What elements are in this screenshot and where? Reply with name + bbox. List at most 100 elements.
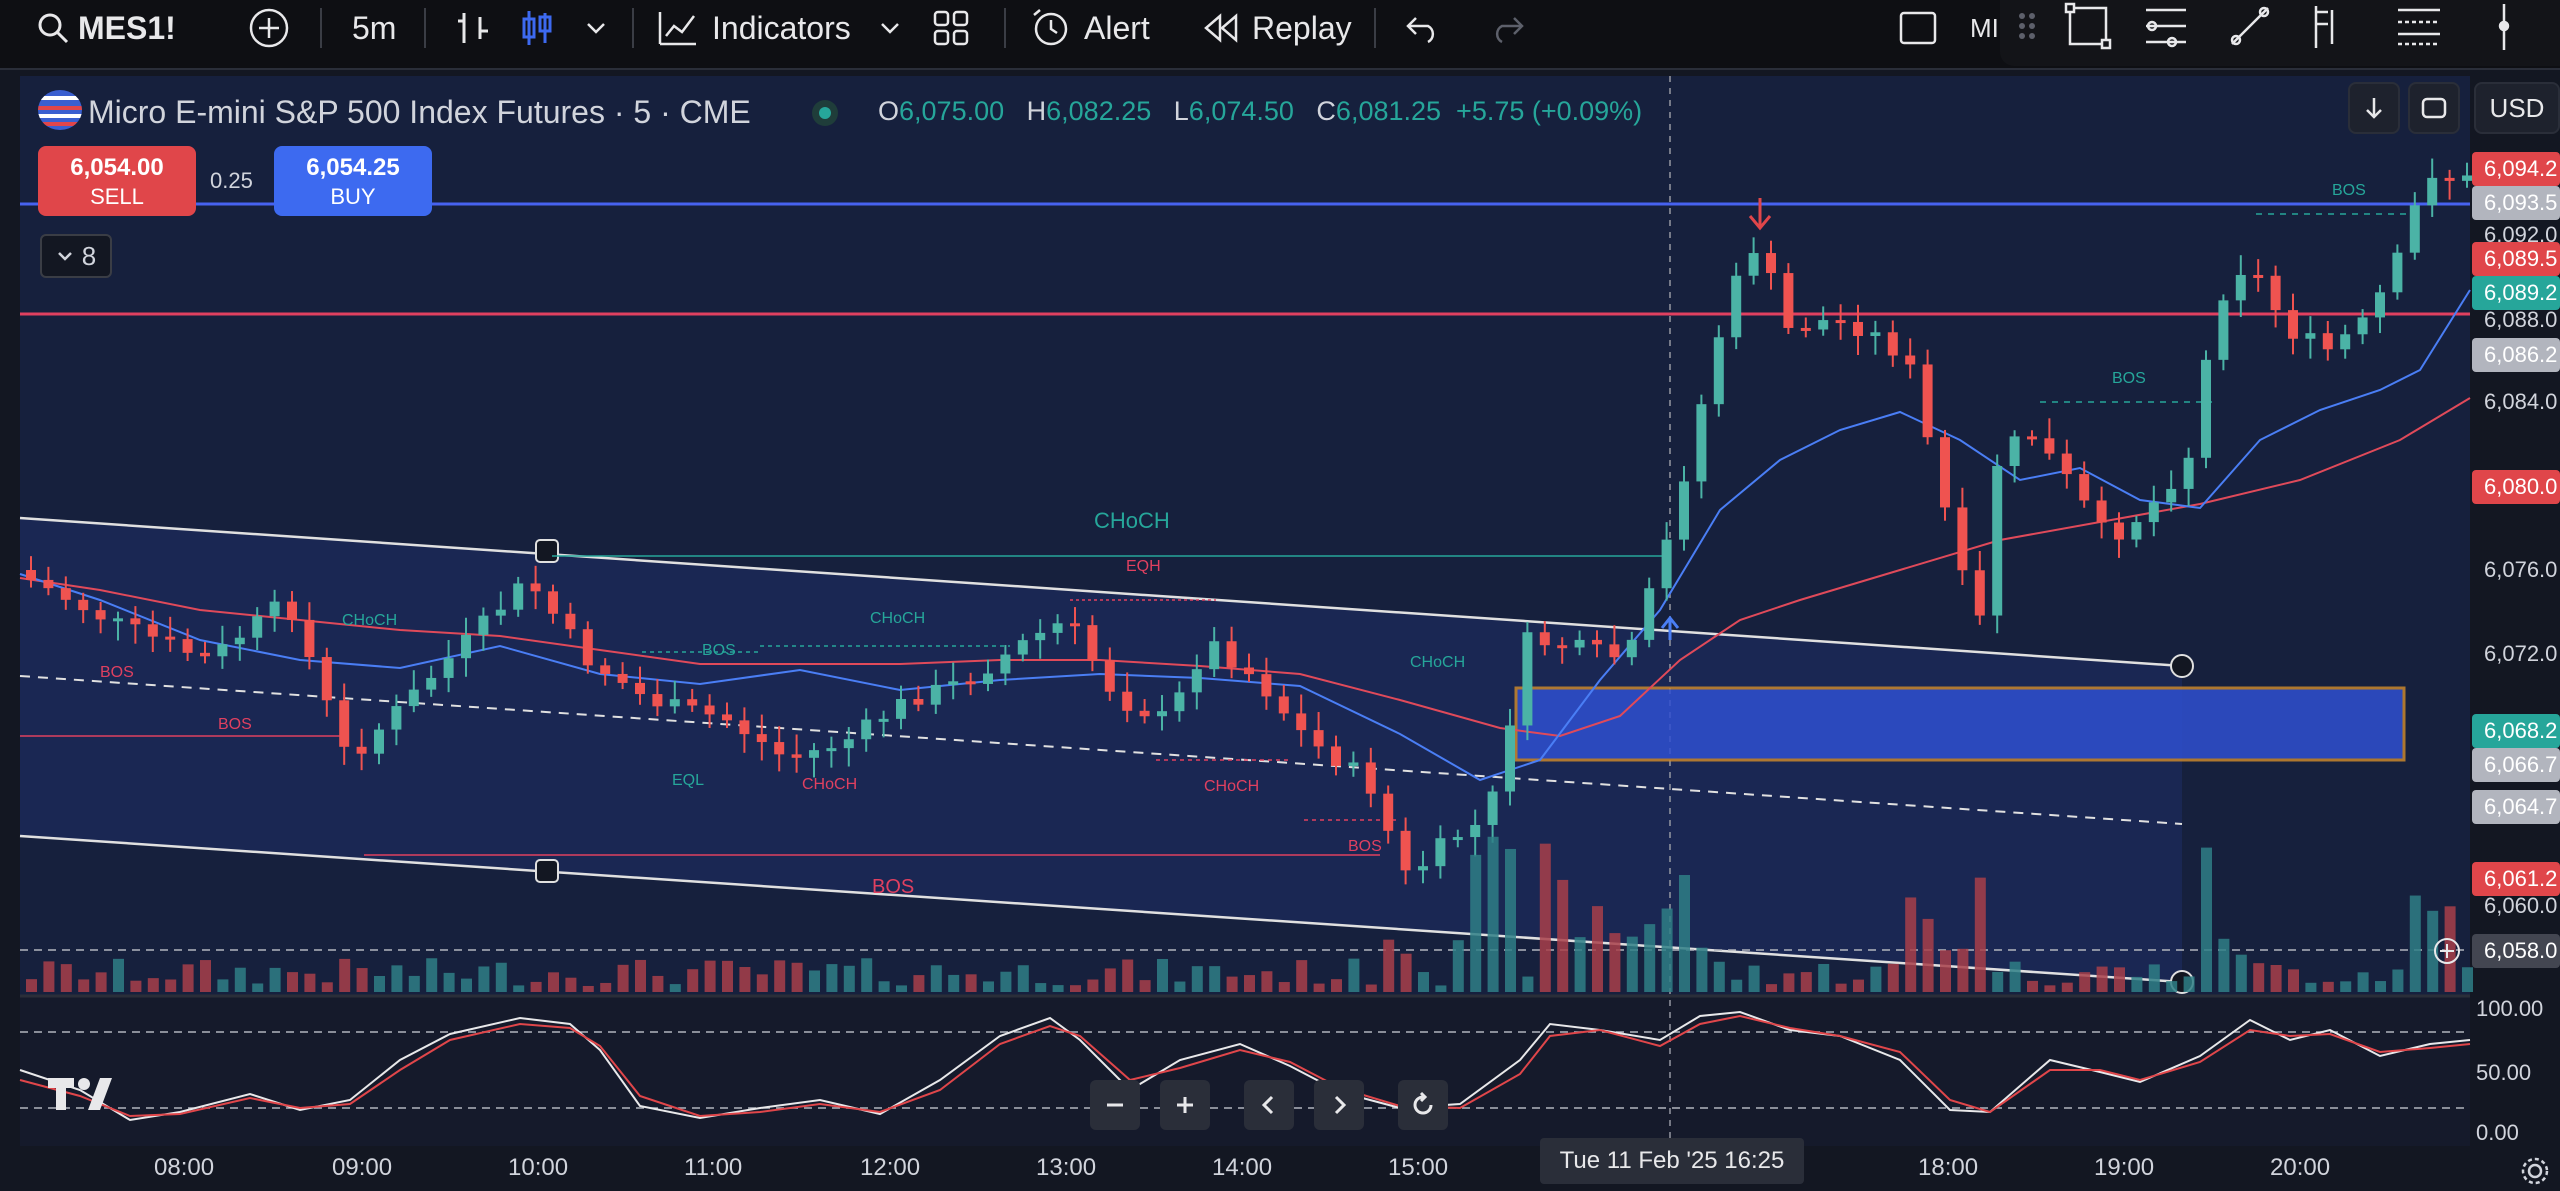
candle-body — [1992, 466, 2003, 616]
volume-bar — [565, 977, 577, 992]
reset-chart-button[interactable] — [1398, 1080, 1448, 1130]
buy-button[interactable]: 6,054.25 BUY — [274, 146, 432, 216]
layout-grid-icon — [933, 10, 969, 46]
market-status-icon[interactable] — [812, 100, 838, 126]
price-tag: 6,058.0 — [2472, 934, 2560, 968]
currency-button[interactable]: USD — [2474, 82, 2560, 134]
candle-body — [2427, 177, 2438, 206]
volume-bar — [1104, 968, 1116, 992]
low-value: 6,074.50 — [1188, 96, 1294, 126]
scroll-to-latest-button[interactable] — [2348, 82, 2400, 134]
replay-button[interactable]: Replay — [1202, 0, 1352, 56]
candle-body — [2183, 457, 2194, 489]
rectangle-tool-icon[interactable] — [2064, 2, 2112, 50]
volume-bar — [1644, 924, 1656, 992]
layout-button[interactable] — [932, 0, 970, 56]
sell-button[interactable]: 6,054.00 SELL — [38, 146, 196, 216]
undo-button[interactable] — [1404, 0, 1442, 56]
candle-body — [1052, 623, 1063, 633]
minus-icon — [1107, 1103, 1123, 1107]
candle-body — [2061, 453, 2072, 475]
collapse-indicators-button[interactable]: 8 — [40, 234, 112, 278]
compare-button[interactable] — [248, 0, 290, 56]
divider — [320, 8, 322, 48]
volume-bar — [287, 972, 298, 992]
candle-body — [2027, 436, 2037, 440]
candle-body — [78, 599, 89, 611]
candle-body — [2253, 274, 2264, 278]
scroll-left-button[interactable] — [1244, 1080, 1294, 1130]
candle-body — [2444, 177, 2455, 181]
candle-body — [2079, 474, 2090, 501]
candle-body — [182, 639, 193, 653]
candle-body — [965, 681, 976, 685]
candle-body — [2305, 333, 2316, 339]
auto-scale-button[interactable] — [2408, 82, 2460, 134]
sell-price: 6,054.00 — [70, 154, 164, 181]
interval-button[interactable]: 5m — [352, 9, 397, 46]
sell-label: SELL — [90, 184, 144, 209]
zoom-out-button[interactable] — [1090, 1080, 1140, 1130]
channel-tool-icon[interactable] — [2398, 8, 2440, 46]
volume-bar — [269, 967, 281, 992]
scroll-right-button[interactable] — [1314, 1080, 1364, 1130]
symbol-title[interactable]: Micro E-mini S&P 500 Index Futures · 5 ·… — [88, 94, 751, 130]
candle-body — [2201, 359, 2211, 458]
symbol-search[interactable]: MES1! — [36, 0, 176, 56]
volume-bar — [1278, 982, 1290, 992]
fib-tool-icon[interactable] — [2146, 8, 2186, 48]
volume-bar — [2409, 895, 2421, 992]
candle-body — [1000, 654, 1011, 674]
volume-bar — [1139, 980, 1151, 992]
volume-bar — [26, 979, 37, 992]
indicators-button[interactable]: Indicators — [656, 0, 851, 56]
candle-body — [1731, 275, 1742, 338]
line-tool-icon[interactable] — [2230, 6, 2270, 46]
candle-style-button[interactable] — [520, 0, 554, 56]
volume-bar — [2427, 910, 2439, 992]
divider — [1004, 8, 1006, 48]
volume-bar — [791, 962, 803, 992]
volume-bar — [1400, 953, 1412, 992]
candle-body — [1835, 320, 1846, 324]
redo-button[interactable] — [1488, 0, 1526, 56]
chart-type-dropdown[interactable] — [584, 0, 608, 56]
volume-bar — [722, 960, 733, 992]
candle-body — [791, 754, 802, 758]
structure-lines — [20, 599, 1400, 856]
candle-body — [2148, 502, 2159, 523]
candle-body — [1418, 866, 1428, 871]
volume-bar — [809, 970, 820, 992]
time-axis-label: 13:00 — [1036, 1154, 1097, 1181]
drag-handle-icon[interactable] — [2019, 13, 2035, 39]
candlesticks — [26, 158, 2472, 885]
pitchfork-icon[interactable] — [2314, 6, 2334, 48]
candle-body — [391, 706, 402, 730]
bar-style-button[interactable] — [456, 0, 490, 56]
us-flag-icon — [38, 90, 82, 130]
buy-price: 6,054.25 — [306, 154, 400, 181]
add-plus-icon[interactable] — [2432, 936, 2462, 966]
candle-body — [948, 681, 959, 685]
settings-gear-icon[interactable] — [2520, 1156, 2550, 1186]
zoom-in-button[interactable] — [1160, 1080, 1210, 1130]
fullscreen-button[interactable] — [1898, 0, 1938, 56]
candle-body — [861, 719, 872, 740]
volume-bar — [1209, 966, 1221, 992]
indicators-dropdown[interactable] — [878, 0, 902, 56]
candle-body — [1609, 644, 1620, 658]
candle-body — [1296, 713, 1307, 731]
candle-body — [147, 624, 158, 637]
candle-body — [1383, 793, 1394, 831]
alert-button[interactable]: Alert — [1030, 0, 1150, 56]
bos-label-5: BOS — [2112, 370, 2146, 387]
volume-bar — [78, 979, 90, 992]
candle-body — [1070, 623, 1080, 627]
candle-body — [1122, 691, 1133, 711]
price-tag: 6,064.7 — [2472, 790, 2560, 824]
time-axis-label: 20:00 — [2270, 1154, 2331, 1181]
candle-body — [1661, 539, 1672, 589]
volume-bar — [200, 960, 211, 992]
vertical-line-icon[interactable] — [2498, 4, 2510, 50]
